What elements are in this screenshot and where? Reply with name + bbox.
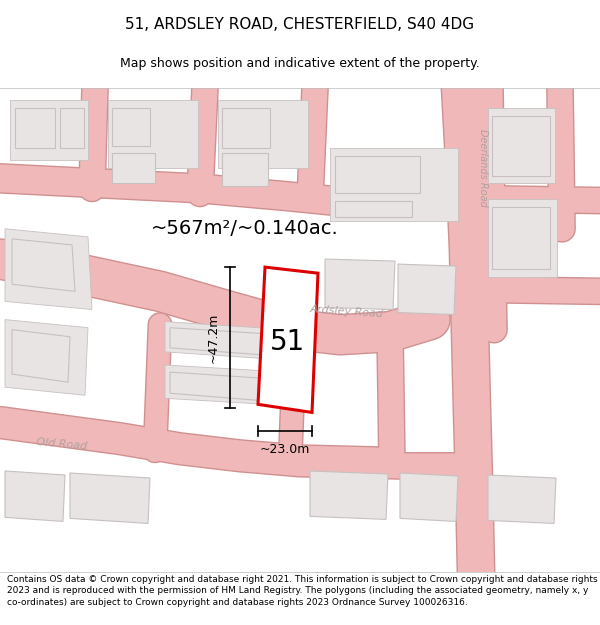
Polygon shape (112, 107, 150, 146)
Text: 51, ARDSLEY ROAD, CHESTERFIELD, S40 4DG: 51, ARDSLEY ROAD, CHESTERFIELD, S40 4DG (125, 17, 475, 32)
Polygon shape (5, 229, 92, 309)
Polygon shape (330, 148, 458, 221)
Polygon shape (258, 267, 318, 412)
Polygon shape (165, 322, 288, 360)
Text: ~567m²/~0.140ac.: ~567m²/~0.140ac. (151, 219, 339, 238)
Text: Old Road: Old Road (36, 438, 88, 452)
Polygon shape (5, 471, 65, 521)
Polygon shape (60, 107, 84, 148)
Polygon shape (112, 153, 155, 183)
Polygon shape (222, 153, 268, 186)
Polygon shape (488, 199, 557, 278)
Polygon shape (5, 319, 88, 395)
Polygon shape (108, 99, 198, 168)
Polygon shape (325, 259, 395, 309)
Polygon shape (170, 372, 260, 401)
Text: Ardsley Road: Ardsley Road (310, 304, 384, 319)
Text: Contains OS data © Crown copyright and database right 2021. This information is : Contains OS data © Crown copyright and d… (7, 574, 598, 607)
Text: Deerlands Road: Deerlands Road (478, 129, 488, 207)
Polygon shape (335, 156, 420, 194)
Polygon shape (165, 365, 286, 406)
Polygon shape (222, 107, 270, 148)
Polygon shape (492, 207, 550, 269)
Text: Map shows position and indicative extent of the property.: Map shows position and indicative extent… (120, 56, 480, 69)
Polygon shape (170, 328, 265, 355)
Polygon shape (12, 330, 70, 382)
Polygon shape (400, 473, 458, 521)
Polygon shape (15, 107, 55, 148)
Polygon shape (310, 471, 388, 519)
Text: 51: 51 (271, 328, 305, 356)
Polygon shape (12, 239, 75, 291)
Polygon shape (218, 99, 308, 168)
Polygon shape (492, 116, 550, 176)
Text: ~47.2m: ~47.2m (207, 312, 220, 363)
Polygon shape (335, 201, 412, 217)
Polygon shape (488, 107, 555, 183)
Polygon shape (10, 99, 88, 160)
Polygon shape (398, 264, 456, 314)
Polygon shape (488, 475, 556, 524)
Text: ~23.0m: ~23.0m (260, 442, 310, 456)
Polygon shape (70, 473, 150, 524)
